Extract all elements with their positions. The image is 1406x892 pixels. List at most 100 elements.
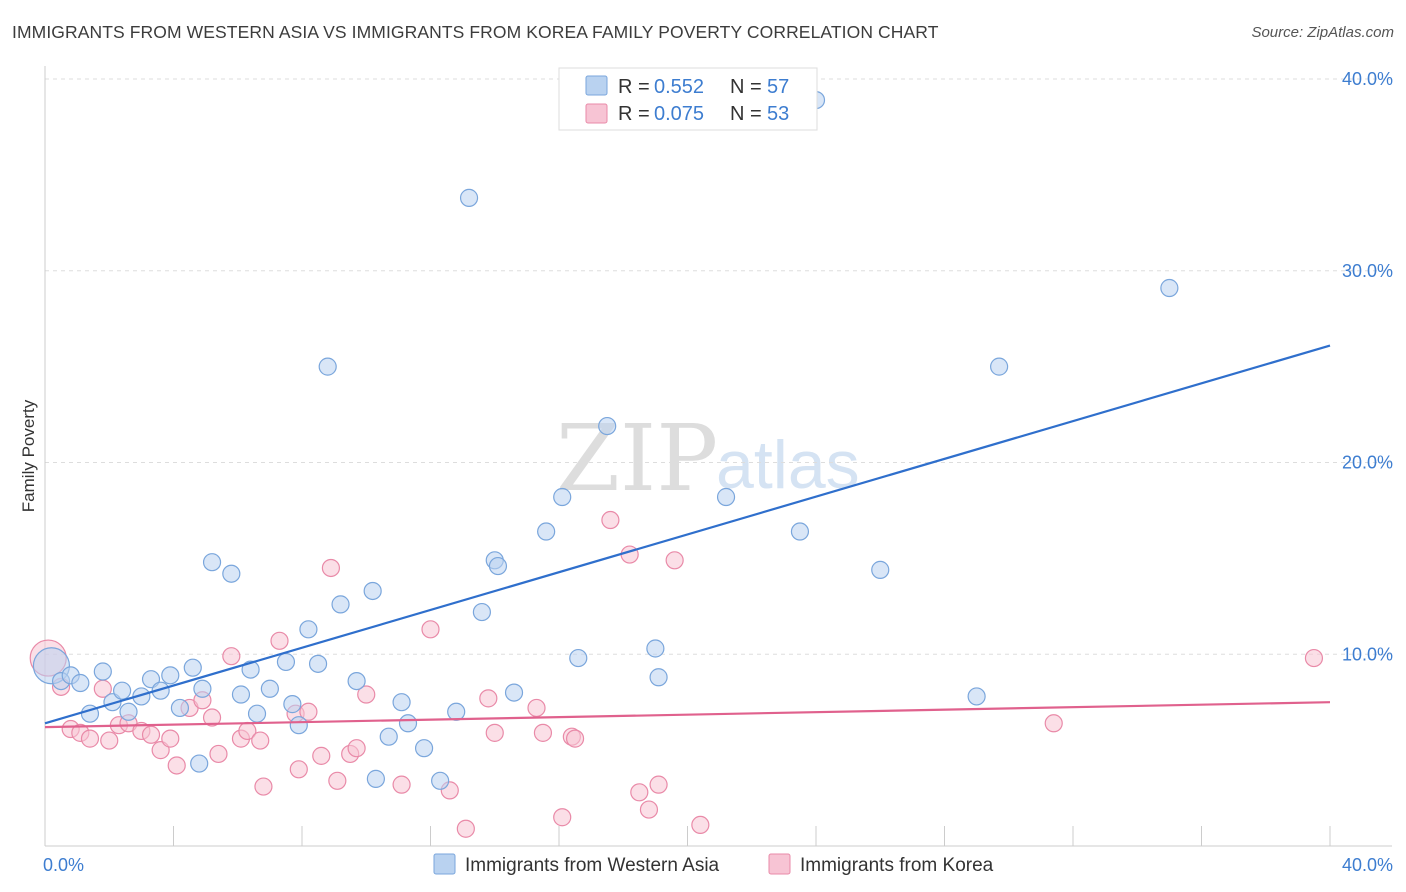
y-tick-label: 10.0% <box>1342 644 1393 664</box>
western-asia-point <box>318 357 337 376</box>
western-asia-point <box>231 685 251 704</box>
korea-trend-line <box>44 701 1331 729</box>
legend-r-value: 0.075 <box>654 103 704 125</box>
western-asia-point <box>119 702 138 721</box>
legend-n-label: N = <box>730 103 762 125</box>
western-asia-point <box>71 673 90 693</box>
y-tick-label: 30.0% <box>1342 261 1393 281</box>
korea-point <box>630 783 649 802</box>
korea-point <box>533 723 553 742</box>
x-tick-labels: 0.0% 40.0% <box>43 855 1393 875</box>
korea-point <box>299 702 318 721</box>
western-asia-point <box>459 188 479 207</box>
legend-n-value: 57 <box>767 76 789 98</box>
korea-point <box>479 689 498 708</box>
korea-point <box>357 685 376 704</box>
western-asia-point <box>202 553 222 572</box>
korea-point <box>601 510 620 530</box>
watermark: ZIP atlas <box>556 405 860 512</box>
western-asia-point <box>247 704 267 723</box>
bottom-legend-swatch-western-asia <box>433 853 456 875</box>
bottom-legend-label-korea: Immigrants from Korea <box>800 855 994 876</box>
western-asia-trend-line <box>44 344 1331 725</box>
western-asia-point <box>716 487 736 507</box>
korea-point <box>289 760 308 779</box>
legend-r-label: R = <box>618 103 650 125</box>
y-tick-label: 40.0% <box>1342 69 1393 89</box>
korea-point <box>639 800 659 819</box>
korea-point <box>141 725 161 744</box>
source-credit: Source: ZipAtlas.com <box>1251 24 1394 41</box>
western-asia-point <box>112 681 132 700</box>
bottom-legend: Immigrants from Western Asia Immigrants … <box>433 853 994 876</box>
western-asia-point <box>504 683 524 702</box>
western-asia-point <box>308 654 328 673</box>
axes <box>44 66 1392 847</box>
western-asia-point <box>379 727 398 746</box>
western-asia-point <box>193 679 212 698</box>
western-asia-point <box>790 522 810 541</box>
legend-r-label: R = <box>618 76 650 98</box>
korea-point <box>270 631 289 650</box>
watermark-atlas: atlas <box>716 427 860 503</box>
legend-n-value: 53 <box>767 103 789 125</box>
western-asia-point <box>299 620 318 639</box>
korea-point <box>100 731 119 750</box>
legend-r-value: 0.552 <box>654 76 704 98</box>
korea-point <box>1044 714 1063 733</box>
x-tick-label-max: 40.0% <box>1342 855 1393 875</box>
korea-point <box>1304 648 1324 668</box>
western-asia-point <box>363 581 382 601</box>
korea-point <box>553 808 572 827</box>
korea-point <box>80 729 100 748</box>
western-asia-point <box>649 668 668 687</box>
western-asia-point <box>398 714 418 733</box>
western-asia-point <box>569 648 588 668</box>
western-asia-point <box>646 639 665 658</box>
western-asia-point <box>553 487 572 507</box>
western-asia-point <box>1160 278 1179 298</box>
legend-n-label: N = <box>730 76 762 98</box>
korea-point <box>321 558 341 578</box>
western-asia-point <box>331 595 350 614</box>
korea-point <box>392 775 411 794</box>
western-asia-point <box>241 660 260 679</box>
legend-box: R = 0.552 N = 57 R = 0.075 N = 53 <box>558 67 818 131</box>
western-asia-point <box>283 695 302 714</box>
y-axis-label: Family Poverty <box>19 399 38 512</box>
western-asia-point <box>93 662 112 681</box>
western-asia-point <box>967 687 986 706</box>
western-asia-point <box>598 416 617 436</box>
western-asia-point <box>537 522 556 541</box>
korea-point <box>691 815 710 835</box>
legend-swatch-korea <box>585 103 608 124</box>
korea-point <box>456 819 475 838</box>
western-asia-point <box>366 769 385 788</box>
western-asia-point <box>222 564 241 583</box>
watermark-zip: ZIP <box>556 405 718 512</box>
korea-points <box>29 510 1324 838</box>
western-asia-point <box>276 652 296 672</box>
korea-point <box>202 708 222 727</box>
korea-point <box>254 777 273 796</box>
western-asia-point <box>190 754 209 773</box>
chart-title: IMMIGRANTS FROM WESTERN ASIA VS IMMIGRAN… <box>12 22 939 42</box>
korea-point <box>421 620 440 639</box>
western-asia-point <box>183 658 202 677</box>
korea-point <box>251 731 270 750</box>
y-tick-label: 20.0% <box>1342 453 1393 473</box>
western-asia-point <box>161 666 180 685</box>
korea-point <box>347 739 366 758</box>
western-asia-point <box>414 739 434 758</box>
x-tick-label-min: 0.0% <box>43 855 84 875</box>
western-asia-point <box>990 357 1009 376</box>
korea-point <box>665 551 684 570</box>
gridlines <box>45 78 1392 655</box>
korea-point <box>649 775 668 794</box>
western-asia-point <box>347 671 366 691</box>
y-tick-labels: 10.0% 20.0% 30.0% 40.0% <box>1342 69 1393 664</box>
korea-point <box>209 744 228 764</box>
western-asia-point <box>289 716 308 735</box>
western-asia-point <box>260 679 279 698</box>
